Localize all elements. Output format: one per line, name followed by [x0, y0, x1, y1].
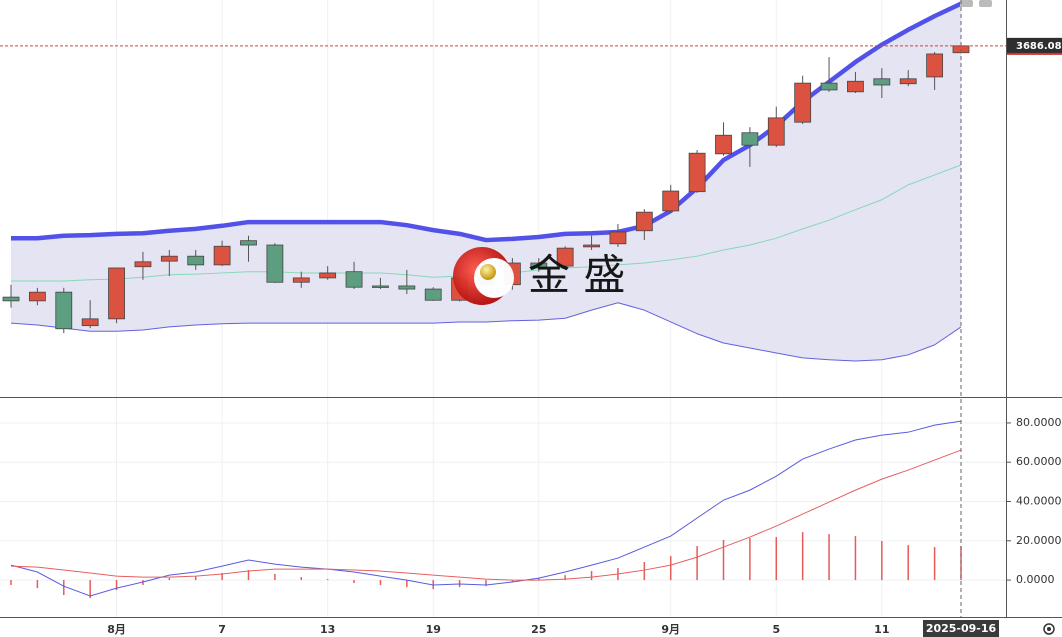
candle-body [213, 245, 231, 266]
x-tick-label: 7 [218, 623, 226, 636]
candle-body [2, 296, 20, 302]
y-tick-label: 80.0000 [1016, 416, 1062, 429]
x-tick-label: 5 [772, 623, 780, 636]
candle-body [794, 82, 812, 123]
candle-body [688, 152, 706, 193]
candle-body [345, 271, 363, 288]
y-tick-label: 20.0000 [1016, 534, 1062, 547]
indicator-line [10, 420, 962, 597]
candle-body [847, 80, 864, 93]
x-tick-label: 19 [426, 623, 441, 636]
candle-body [873, 78, 891, 86]
candle-body [266, 244, 284, 283]
candle-body [55, 291, 73, 330]
candle-body [108, 267, 125, 320]
candle-body [292, 277, 310, 283]
plot-layer [2, 1, 970, 599]
logo-cutout [474, 258, 514, 298]
candle-body [635, 211, 653, 232]
x-tick-label: 11 [874, 623, 889, 636]
candle-body [81, 318, 99, 327]
candle-body [609, 231, 627, 245]
crosshair-date-box [923, 620, 999, 637]
logo-ball [480, 264, 496, 280]
candle-body [160, 255, 178, 262]
x-tick-label: 13 [320, 623, 335, 636]
candle-body [741, 132, 759, 146]
band-fill [11, 3, 961, 362]
candle-body [899, 78, 917, 85]
y-tick-label: 0.0000 [1016, 573, 1055, 586]
candle-body [398, 285, 416, 290]
x-tick-label: 25 [531, 623, 546, 636]
band-line [10, 302, 962, 362]
candle-body [240, 240, 257, 246]
candle-body [767, 117, 785, 146]
candle-body [319, 272, 337, 279]
candle-body [820, 82, 838, 91]
y-tick-label: 40.0000 [1016, 495, 1062, 508]
candle-body [372, 285, 389, 288]
watermark-text: 金 盛 [528, 251, 625, 300]
candle-body [28, 291, 46, 302]
candle-body [134, 261, 152, 268]
settings-gear[interactable] [1043, 623, 1055, 635]
x-tick-label: 8月 [107, 623, 126, 636]
x-tick-label: 9月 [661, 623, 680, 636]
candle-body [187, 255, 205, 266]
settings-icon[interactable] [1043, 623, 1055, 635]
candle-body [715, 134, 732, 155]
crosshair-date-label: 2025-09-16 [926, 622, 997, 635]
candle-body [556, 247, 574, 267]
candle-body [424, 288, 442, 301]
candle-body [662, 190, 680, 212]
panel-button[interactable] [960, 0, 973, 7]
indicator-line [10, 449, 962, 581]
candle-body [926, 53, 944, 78]
last-price-box [1007, 37, 1062, 54]
watermark-logo: 金 盛 [453, 247, 625, 305]
last-price-label: 3686.08 [1016, 41, 1062, 52]
panel-button[interactable] [979, 0, 992, 7]
y-tick-label: 60.0000 [1016, 455, 1062, 468]
settings-hub[interactable] [1047, 627, 1051, 631]
candle-body [583, 244, 600, 248]
candle-body [530, 262, 548, 269]
